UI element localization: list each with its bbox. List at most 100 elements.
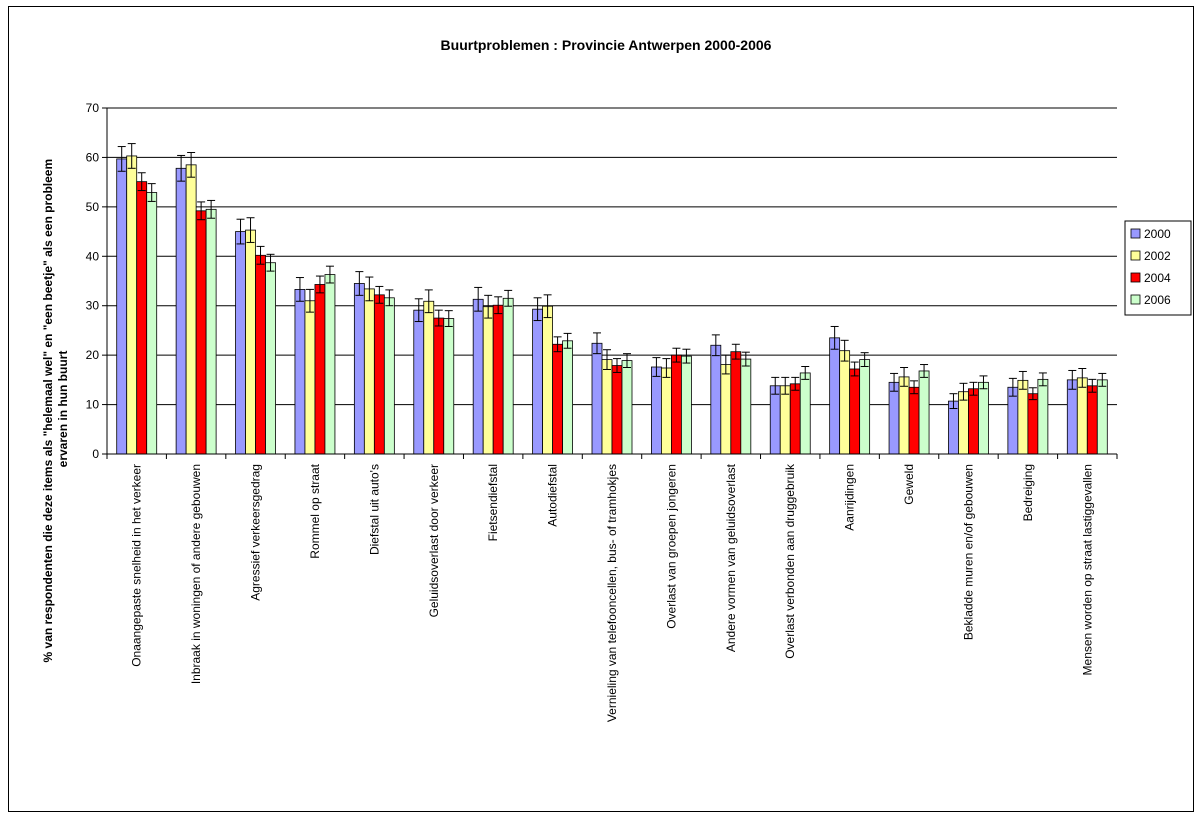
bar <box>205 208 217 455</box>
bar <box>502 297 514 455</box>
bar <box>611 365 623 455</box>
bars <box>116 143 1108 455</box>
bar <box>126 155 138 455</box>
bar <box>621 360 633 455</box>
category-label: Overlast verbonden aan druggebruik <box>783 463 797 659</box>
y-axis-label-line-1: % van respondenten die deze items als "h… <box>41 159 55 663</box>
bar <box>255 254 266 455</box>
bar <box>245 229 256 455</box>
bar <box>324 274 336 455</box>
category-label: Autodiefstal <box>546 464 560 527</box>
bar <box>1096 379 1108 455</box>
category-label: Diefstal uit auto's <box>367 464 381 555</box>
bar <box>185 164 197 455</box>
bar <box>888 381 900 455</box>
y-tick-label: 70 <box>86 101 100 115</box>
category-label: Geweld <box>902 464 916 505</box>
bar <box>740 358 752 455</box>
legend-label: 2006 <box>1144 293 1171 307</box>
legend: 2000 2002 2004 2006 <box>1124 220 1192 316</box>
bar <box>136 181 148 455</box>
bar <box>363 288 375 455</box>
bar <box>591 342 603 455</box>
bar <box>482 306 494 455</box>
category-label: Mensen worden op straat lastiggevallen <box>1080 464 1094 675</box>
legend-swatch <box>1130 272 1141 283</box>
category-label: Onaangepaste snelheid in het verkeer <box>130 464 144 667</box>
category-label: Geluidsoverlast door verkeer <box>427 464 441 617</box>
bar <box>235 231 246 455</box>
bar <box>552 343 563 455</box>
bar <box>532 308 543 455</box>
y-tick-label: 10 <box>86 398 100 412</box>
bar <box>898 376 910 455</box>
bar <box>968 388 979 455</box>
bar <box>443 318 455 455</box>
bar <box>383 297 395 455</box>
y-tick-label: 30 <box>86 299 100 313</box>
legend-swatch <box>1130 294 1141 305</box>
bar <box>849 368 861 455</box>
legend-label: 2000 <box>1144 227 1171 241</box>
bar <box>304 300 316 455</box>
bar <box>472 298 484 455</box>
chart-title: Buurtproblemen : Provincie Antwerpen 200… <box>441 37 772 53</box>
bar <box>562 340 573 455</box>
category-label: Agressief verkeersgedrag <box>249 464 263 601</box>
bar <box>789 383 801 455</box>
bar <box>859 359 871 455</box>
category-label: Vernieling van telefooncellen, bus- of t… <box>605 464 619 722</box>
category-label: Inbraak in woningen of andere gebouwen <box>189 464 203 684</box>
bar <box>978 381 989 455</box>
bar <box>433 317 445 455</box>
y-axis-label-line-2: ervaren in hun buurt <box>56 351 70 468</box>
bar <box>720 364 732 455</box>
bar <box>681 355 692 455</box>
bar <box>492 304 504 455</box>
bar <box>948 400 959 455</box>
bar <box>314 284 326 455</box>
legend-label: 2002 <box>1144 249 1171 263</box>
bar <box>601 359 613 455</box>
category-label: Overlast van groepen jongeren <box>664 464 678 629</box>
bar <box>1086 385 1098 455</box>
bar <box>839 350 851 455</box>
bar <box>1037 378 1049 455</box>
bar <box>799 372 811 455</box>
bar <box>353 283 365 455</box>
bar <box>1027 393 1039 455</box>
bar <box>779 385 791 455</box>
category-label: Rommel op straat <box>308 463 322 558</box>
bar <box>769 385 781 455</box>
bar <box>294 289 306 455</box>
bar <box>1007 386 1019 455</box>
chart-frame: Buurtproblemen : Provincie Antwerpen 200… <box>8 6 1194 812</box>
bar <box>1066 379 1078 455</box>
bar <box>918 370 930 455</box>
y-tick-label: 20 <box>86 348 100 362</box>
category-label: Bekladde muren en/of gebouwen <box>961 464 975 640</box>
y-tick-label: 40 <box>86 249 100 263</box>
category-label: Bedreiging <box>1021 464 1035 521</box>
legend-swatch <box>1130 250 1141 261</box>
y-axis-label: % van respondenten die deze items als "h… <box>41 156 70 663</box>
bar <box>146 192 158 455</box>
bar <box>710 344 722 455</box>
bar <box>908 386 920 455</box>
y-tick-label: 60 <box>86 150 100 164</box>
bar <box>958 391 969 455</box>
bar <box>671 354 682 455</box>
bar <box>829 337 841 455</box>
axes: 0 10 20 30 40 50 60 70 Onaangepaste snelheid in … <box>86 101 1118 722</box>
chart-svg: Buurtproblemen : Provincie Antwerpen 200… <box>41 37 1192 722</box>
bar <box>413 309 425 455</box>
y-tick-label: 0 <box>92 447 99 461</box>
legend-label: 2004 <box>1144 271 1171 285</box>
bar <box>175 167 187 455</box>
bar <box>423 300 435 455</box>
bar <box>661 367 672 455</box>
bar <box>195 210 207 455</box>
bar <box>1076 377 1088 455</box>
category-label: Fietsendiefstal <box>486 464 500 541</box>
category-label: Aanrijdingen <box>843 464 857 531</box>
